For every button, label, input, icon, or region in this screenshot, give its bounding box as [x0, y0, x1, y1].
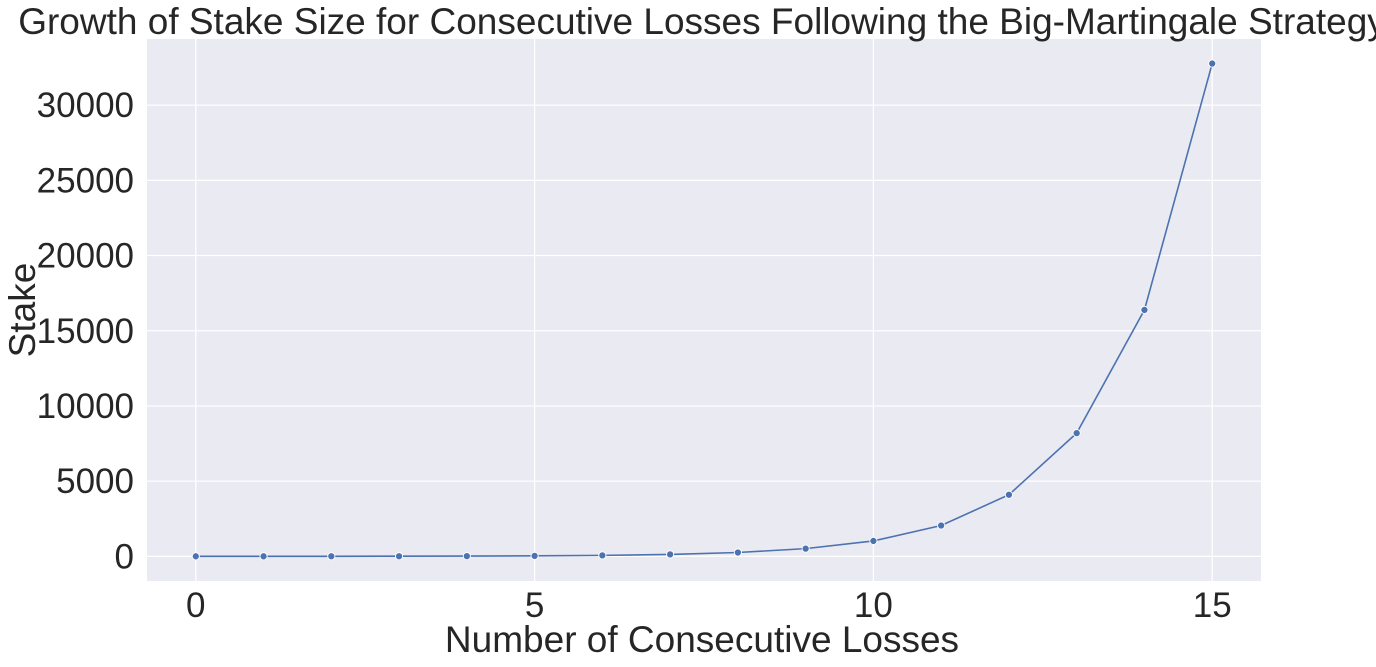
y-tick-label: 10000 — [37, 387, 134, 426]
data-point — [869, 536, 878, 545]
y-tick-label: 15000 — [37, 312, 134, 351]
x-tick-label: 5 — [525, 586, 544, 625]
plot-area — [147, 39, 1261, 581]
data-point — [666, 550, 675, 559]
data-point — [1208, 59, 1217, 68]
chart-title: Growth of Stake Size for Consecutive Los… — [18, 1, 1376, 42]
y-tick-label: 25000 — [37, 161, 134, 200]
x-tick-label: 15 — [1193, 586, 1232, 625]
data-point — [1072, 429, 1081, 438]
y-tick-label: 30000 — [37, 86, 134, 125]
data-point — [1140, 305, 1149, 314]
data-point — [462, 552, 471, 561]
series-layer — [191, 59, 1217, 561]
x-axis-title: Number of Consecutive Losses — [445, 619, 959, 660]
y-tick-label: 0 — [115, 537, 134, 576]
data-point — [327, 552, 336, 561]
data-point — [530, 551, 539, 560]
data-point — [598, 551, 607, 560]
data-point — [259, 552, 268, 561]
series-line — [195, 63, 1213, 558]
data-point — [395, 552, 404, 561]
data-point — [733, 548, 742, 557]
x-tick-label: 10 — [854, 586, 893, 625]
y-axis-title: Stake — [2, 263, 43, 358]
data-point — [937, 521, 946, 530]
y-tick-label: 5000 — [56, 462, 134, 501]
tick-labels: 0 5 10 15 0 5000 10000 15000 20000 25000 30000 — [37, 86, 1232, 625]
data-point — [801, 544, 810, 553]
y-tick-label: 20000 — [37, 237, 134, 276]
x-tick-label: 0 — [186, 586, 205, 625]
data-point — [191, 552, 200, 561]
data-point — [1004, 490, 1013, 499]
